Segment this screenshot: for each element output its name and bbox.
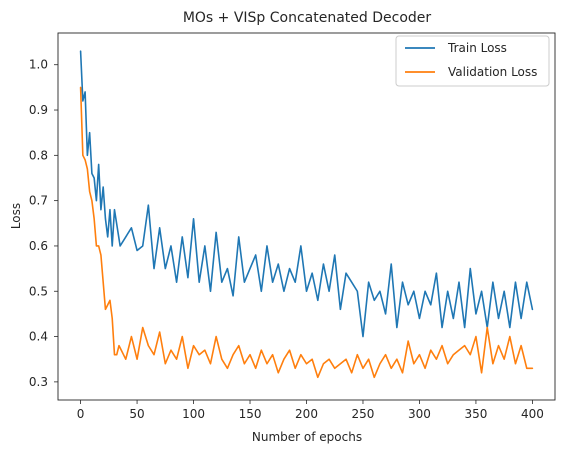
x-tick-label: 50 [129,407,144,421]
plot-area [57,32,556,401]
y-tick-label: 0.8 [29,148,48,162]
legend-label-train-loss: Train Loss [447,41,507,55]
y-tick-label: 0.9 [29,103,48,117]
series-lines [79,50,534,379]
legend-label-validation-loss: Validation Loss [448,65,537,79]
y-axis: 0.3 0.4 0.5 0.6 0.7 0.8 0.9 1.0 [29,58,58,389]
y-tick-label: 0.3 [29,375,48,389]
x-tick-label: 350 [464,407,487,421]
x-tick-label: 0 [77,407,85,421]
legend: Train Loss Validation Loss [395,35,550,87]
y-tick-label: 0.4 [29,330,48,344]
y-tick-label: 1.0 [29,58,48,72]
x-axis: 0 50 100 150 200 250 300 350 400 [77,400,544,421]
chart-title: MOs + VISp Concatenated Decoder [183,10,432,26]
x-tick-label: 100 [182,407,205,421]
x-tick-label: 150 [239,407,262,421]
x-tick-label: 400 [521,407,544,421]
y-axis-label: Loss [9,203,23,229]
x-tick-label: 300 [408,407,431,421]
y-tick-label: 0.6 [29,239,48,253]
x-tick-label: 200 [295,407,318,421]
x-tick-label: 250 [352,407,375,421]
train-loss-line [79,50,534,338]
y-tick-label: 0.7 [29,194,48,208]
y-tick-label: 0.5 [29,284,48,298]
x-axis-label: Number of epochs [252,430,362,444]
validation-loss-line [79,86,534,379]
